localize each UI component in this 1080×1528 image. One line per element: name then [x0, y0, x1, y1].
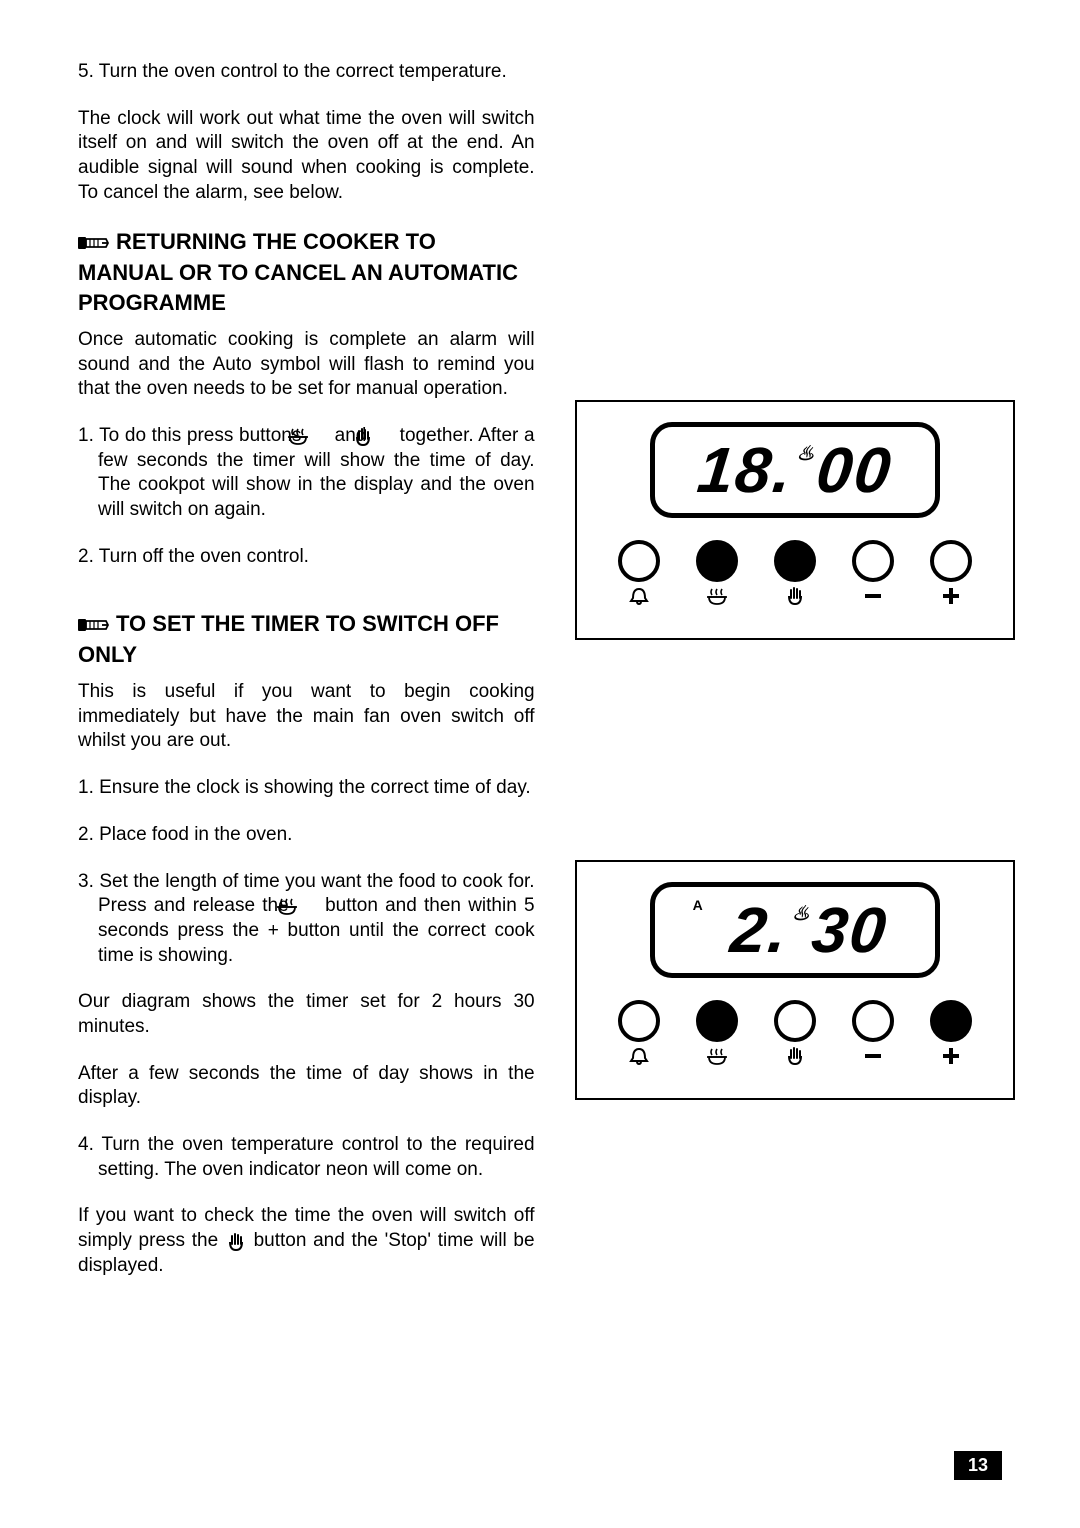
step-4-switchoff: 4. Turn the oven temperature control to …: [78, 1133, 535, 1182]
hand-icon: [372, 427, 394, 445]
heading-returning-text: RETURNING THE COOKER TO MANUAL OR TO CAN…: [78, 229, 518, 315]
hand-icon: [774, 586, 816, 606]
minus-icon: [852, 586, 894, 606]
btn-cookpot[interactable]: [696, 1000, 738, 1042]
heading-switchoff-text: TO SET THE TIMER TO SWITCH OFF ONLY: [78, 611, 499, 667]
timer-panel-1800: 18.♨00: [575, 400, 1015, 640]
step-3-switchoff: 3. Set the length of time you want the f…: [78, 870, 535, 969]
page-number: 13: [954, 1451, 1002, 1480]
lcd-tail: 00: [813, 434, 896, 506]
paragraph-diagram: Our diagram shows the timer set for 2 ho…: [78, 990, 535, 1039]
paragraph-auto-complete: Once automatic cooking is complete an al…: [78, 328, 535, 402]
paragraph-clock: The clock will work out what time the ov…: [78, 107, 535, 206]
hand-icon: [225, 1232, 247, 1250]
btn-minus[interactable]: [852, 540, 894, 582]
page: 5. Turn the oven control to the correct …: [0, 0, 1080, 1360]
icon-row: [601, 1046, 989, 1066]
lcd-main: 18.: [694, 434, 797, 506]
lcd-auto-indicator: A: [693, 897, 703, 913]
btn-plus[interactable]: [930, 1000, 972, 1042]
cookpot-icon: [307, 427, 329, 445]
btn-hand[interactable]: [774, 540, 816, 582]
button-row: [601, 1000, 989, 1042]
step-1-return-pre: 1. To do this press buttons: [78, 425, 307, 446]
paragraph-afterseconds: After a few seconds the time of day show…: [78, 1062, 535, 1111]
plus-icon: [930, 586, 972, 606]
step-1-return: 1. To do this press buttons and together…: [78, 424, 535, 523]
heading-switchoff: TO SET THE TIMER TO SWITCH OFF ONLY: [78, 609, 535, 670]
timer-panel-230: A 2.♨30: [575, 860, 1015, 1100]
plus-icon: [930, 1046, 972, 1066]
lcd-cookpot-icon: ♨: [791, 903, 813, 925]
step-5: 5. Turn the oven control to the correct …: [78, 60, 535, 85]
cookpot-icon: [296, 897, 318, 915]
right-column: 18.♨00 A 2.♨30: [575, 60, 1002, 1300]
cookpot-icon: [696, 586, 738, 606]
lcd-text: 18.♨00: [694, 438, 895, 502]
left-column: 5. Turn the oven control to the correct …: [78, 60, 535, 1300]
lcd-display: 18.♨00: [650, 422, 940, 518]
cookpot-icon: [696, 1046, 738, 1066]
bell-icon: [618, 586, 660, 606]
lcd-tail: 30: [809, 894, 892, 966]
paragraph-check-stop: If you want to check the time the oven w…: [78, 1204, 535, 1278]
button-row: [601, 540, 989, 582]
btn-plus[interactable]: [930, 540, 972, 582]
heading-returning: RETURNING THE COOKER TO MANUAL OR TO CAN…: [78, 227, 535, 317]
paragraph-useful: This is useful if you want to begin cook…: [78, 680, 535, 754]
pointer-icon: [78, 611, 110, 641]
lcd-display: A 2.♨30: [650, 882, 940, 978]
pointer-icon: [78, 229, 110, 259]
btn-bell[interactable]: [618, 1000, 660, 1042]
lcd-text: 2.♨30: [698, 898, 891, 962]
minus-icon: [852, 1046, 894, 1066]
lcd-cookpot-icon: ♨: [795, 443, 817, 465]
step-1-switchoff: 1. Ensure the clock is showing the corre…: [78, 776, 535, 801]
btn-hand[interactable]: [774, 1000, 816, 1042]
btn-bell[interactable]: [618, 540, 660, 582]
hand-icon: [774, 1046, 816, 1066]
btn-minus[interactable]: [852, 1000, 894, 1042]
btn-cookpot[interactable]: [696, 540, 738, 582]
lcd-main: 2.: [728, 894, 793, 966]
step-2-switchoff: 2. Place food in the oven.: [78, 823, 535, 848]
icon-row: [601, 586, 989, 606]
step-2-return: 2. Turn off the oven control.: [78, 545, 535, 570]
bell-icon: [618, 1046, 660, 1066]
